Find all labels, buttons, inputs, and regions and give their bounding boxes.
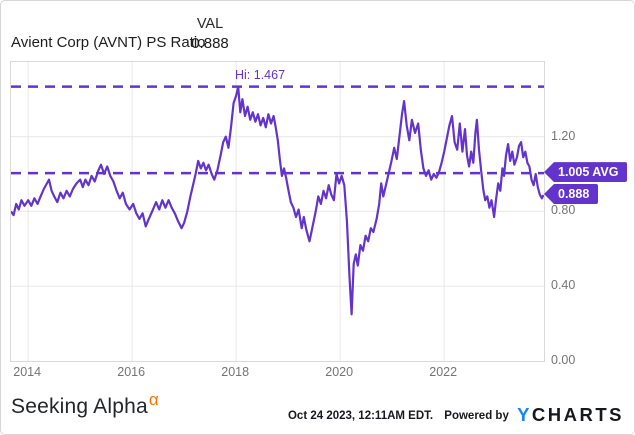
chart-title: Avient Corp (AVNT) PS Ratio: [11, 34, 206, 51]
line-chart[interactable]: [11, 62, 544, 361]
high-line-label: Hi: 1.467: [235, 67, 286, 82]
y-tick-label: 0.80: [551, 203, 576, 218]
x-tick-label: 2014: [13, 365, 42, 379]
y-tick-label: 0.40: [551, 278, 576, 293]
val-column-value: 0.888: [191, 35, 229, 52]
timestamp: Oct 24 2023, 12:11AM EDT.: [287, 410, 434, 422]
alpha-glyph-icon: α: [148, 390, 159, 409]
y-tick-label: 0.00: [551, 353, 576, 367]
powered-by-label: Powered by: [444, 410, 509, 422]
ycharts-logo: YCHARTS: [517, 404, 624, 425]
avg-badge: 1.005 AVG: [544, 162, 628, 183]
val-column-header: VAL: [196, 16, 224, 32]
y-tick-label: 1.20: [551, 128, 576, 143]
plot-area[interactable]: Hi: 1.467: [10, 61, 545, 362]
x-tick-label: 2022: [429, 365, 458, 379]
ycharts-y-icon: Y: [517, 404, 532, 425]
attribution: Oct 24 2023, 12:11AM EDT. Powered by YCH…: [288, 404, 624, 426]
x-tick-label: 2018: [221, 365, 250, 379]
x-tick-label: 2020: [325, 365, 354, 379]
last-value-badge: 0.888: [544, 183, 599, 204]
x-tick-label: 2016: [117, 365, 146, 379]
seeking-alpha-logo: Seeking Alphaα: [11, 391, 159, 419]
val-column: VAL 0.888: [166, 16, 254, 52]
seeking-alpha-wordmark: Seeking Alpha: [11, 395, 148, 418]
